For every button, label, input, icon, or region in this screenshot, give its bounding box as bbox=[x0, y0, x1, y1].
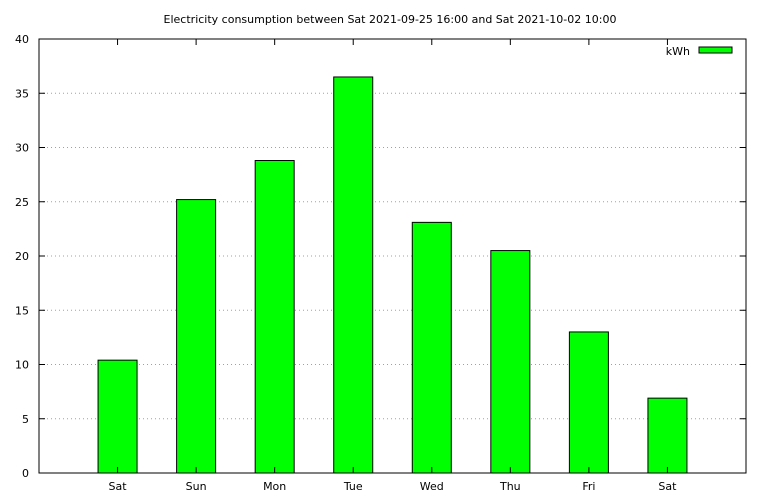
bar bbox=[647, 397, 688, 474]
bar bbox=[411, 221, 452, 474]
x-tick-label: Sat bbox=[658, 480, 677, 493]
x-tick-label: Thu bbox=[499, 480, 521, 493]
legend-label: kWh bbox=[666, 45, 690, 58]
y-tick-label: 30 bbox=[15, 142, 29, 155]
bar bbox=[333, 76, 374, 474]
x-tick-label: Sun bbox=[186, 480, 207, 493]
y-tick-label: 10 bbox=[15, 359, 29, 372]
bar bbox=[254, 160, 295, 474]
y-tick-label: 20 bbox=[15, 250, 29, 263]
y-tick-label: 5 bbox=[22, 413, 29, 426]
axis-ticks: 0 5 10 15 20 25 30 35 40 Sat Sun Mon Tue Wed Thu Fri Sat bbox=[15, 33, 746, 493]
bar bbox=[97, 359, 138, 474]
y-tick-label: 0 bbox=[22, 467, 29, 480]
y-tick-label: 40 bbox=[15, 33, 29, 46]
x-tick-label: Wed bbox=[420, 480, 444, 493]
bar bbox=[490, 250, 531, 474]
x-tick-label: Mon bbox=[263, 480, 286, 493]
legend-swatch bbox=[698, 46, 733, 54]
legend: kWh bbox=[666, 45, 733, 58]
y-tick-label: 15 bbox=[15, 304, 29, 317]
bar bbox=[176, 199, 217, 474]
bar bbox=[568, 331, 609, 474]
chart-title: Electricity consumption between Sat 2021… bbox=[164, 13, 617, 26]
x-tick-label: Tue bbox=[343, 480, 363, 493]
x-tick-label: Fri bbox=[582, 480, 595, 493]
y-tick-label: 25 bbox=[15, 196, 29, 209]
y-tick-label: 35 bbox=[15, 87, 29, 100]
bars bbox=[97, 76, 688, 474]
x-tick-label: Sat bbox=[109, 480, 128, 493]
grid-lines bbox=[39, 92, 746, 420]
